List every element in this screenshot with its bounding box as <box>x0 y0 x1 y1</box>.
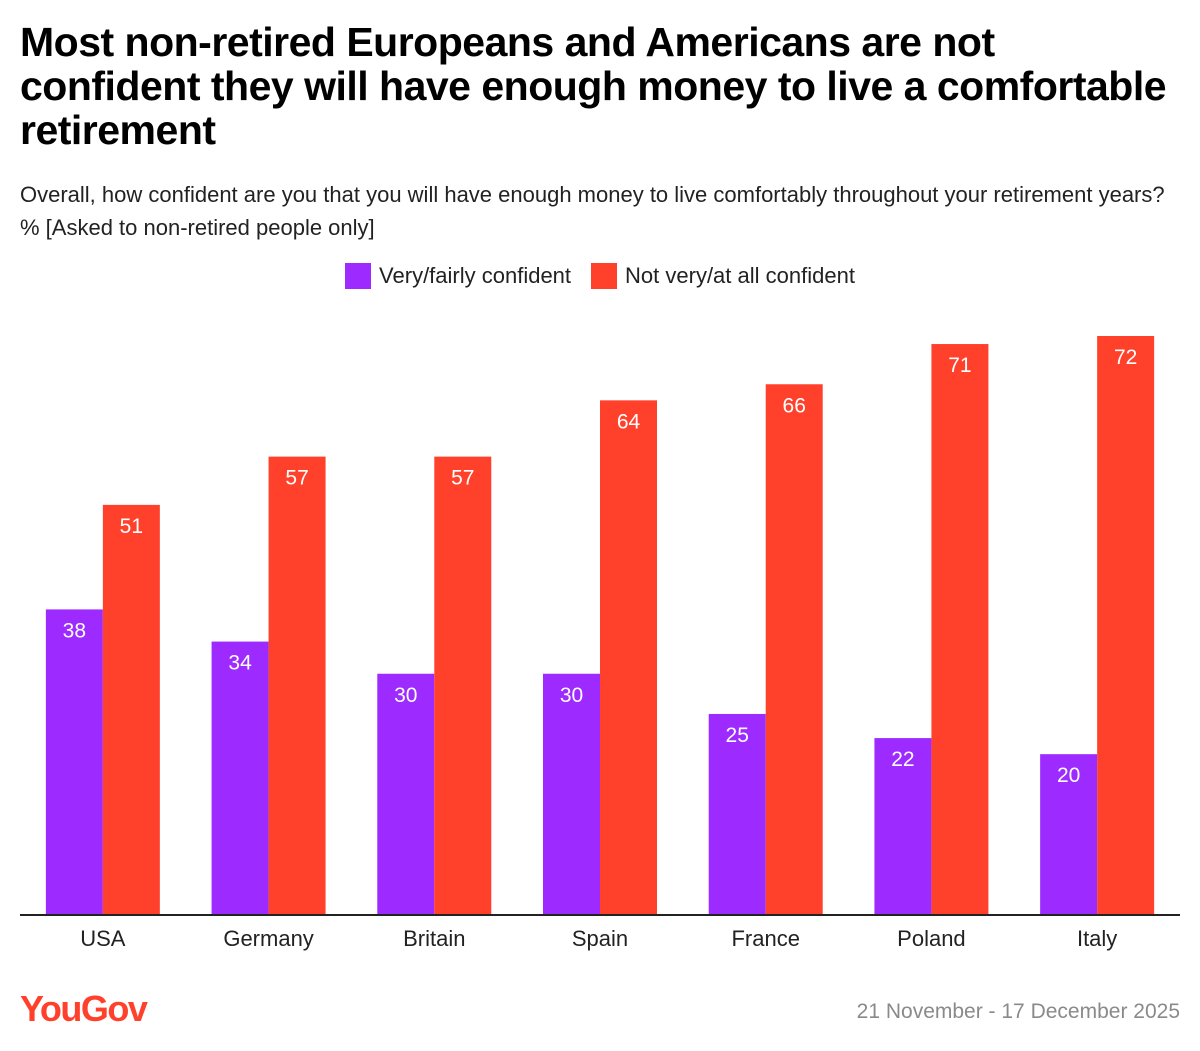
data-label-britain-series-1: 30 <box>394 684 417 707</box>
data-label-usa-series-1: 38 <box>63 619 86 642</box>
data-label-spain-series-1: 30 <box>560 684 583 707</box>
legend-label-confident: Very/fairly confident <box>379 263 572 288</box>
legend-item-confident: Very/fairly confident <box>345 263 571 289</box>
x-tick-label-italy: Italy <box>1077 926 1117 951</box>
data-label-germany-series-2: 57 <box>285 467 308 490</box>
bar-poland-series-2 <box>931 344 989 916</box>
chart-subtitle: Overall, how confident are you that you … <box>20 182 1165 240</box>
bar-france-series-1 <box>708 713 766 915</box>
bar-germany-series-2 <box>268 456 326 915</box>
data-label-spain-series-2: 64 <box>617 410 641 433</box>
x-tick-label-germany: Germany <box>223 926 313 951</box>
x-tick-label-poland: Poland <box>897 926 966 951</box>
data-label-france-series-1: 25 <box>726 724 749 747</box>
bar-britain-series-1 <box>377 673 435 915</box>
bar-italy-series-1 <box>1040 754 1098 915</box>
bar-usa-series-2 <box>102 504 160 915</box>
chart-legend: Very/fairly confident Not very/at all co… <box>0 263 1200 289</box>
data-label-usa-series-2: 51 <box>120 515 143 538</box>
bar-poland-series-1 <box>874 738 932 915</box>
bar-usa-series-1 <box>45 609 103 915</box>
bar-italy-series-2 <box>1097 336 1155 915</box>
data-label-germany-series-1: 34 <box>228 652 252 675</box>
chart-title: Most non-retired Europeans and Americans… <box>20 19 1167 153</box>
data-label-poland-series-1: 22 <box>891 748 914 771</box>
bar-spain-series-1 <box>543 673 600 915</box>
yougov-logo: YouGov <box>20 988 148 1029</box>
bar-spain-series-2 <box>600 400 657 915</box>
x-tick-label-britain: Britain <box>403 926 465 951</box>
data-label-italy-series-1: 20 <box>1057 764 1080 787</box>
legend-swatch-confident <box>345 263 372 289</box>
bar-germany-series-1 <box>211 641 269 915</box>
data-label-britain-series-2: 57 <box>451 467 474 490</box>
legend-swatch-not-confident <box>591 263 618 289</box>
legend-item-not-confident: Not very/at all confident <box>591 263 855 289</box>
x-tick-label-france: France <box>731 926 799 951</box>
data-label-france-series-2: 66 <box>783 394 806 417</box>
data-label-poland-series-2: 71 <box>948 354 971 377</box>
x-tick-label-usa: USA <box>80 926 126 951</box>
bar-france-series-2 <box>765 384 823 915</box>
legend-label-not-confident: Not very/at all confident <box>625 263 855 288</box>
bar-britain-series-2 <box>434 456 492 915</box>
x-tick-label-spain: Spain <box>572 926 628 951</box>
fieldwork-date: 21 November - 17 December 2025 <box>856 1000 1180 1023</box>
data-label-italy-series-2: 72 <box>1114 346 1137 369</box>
